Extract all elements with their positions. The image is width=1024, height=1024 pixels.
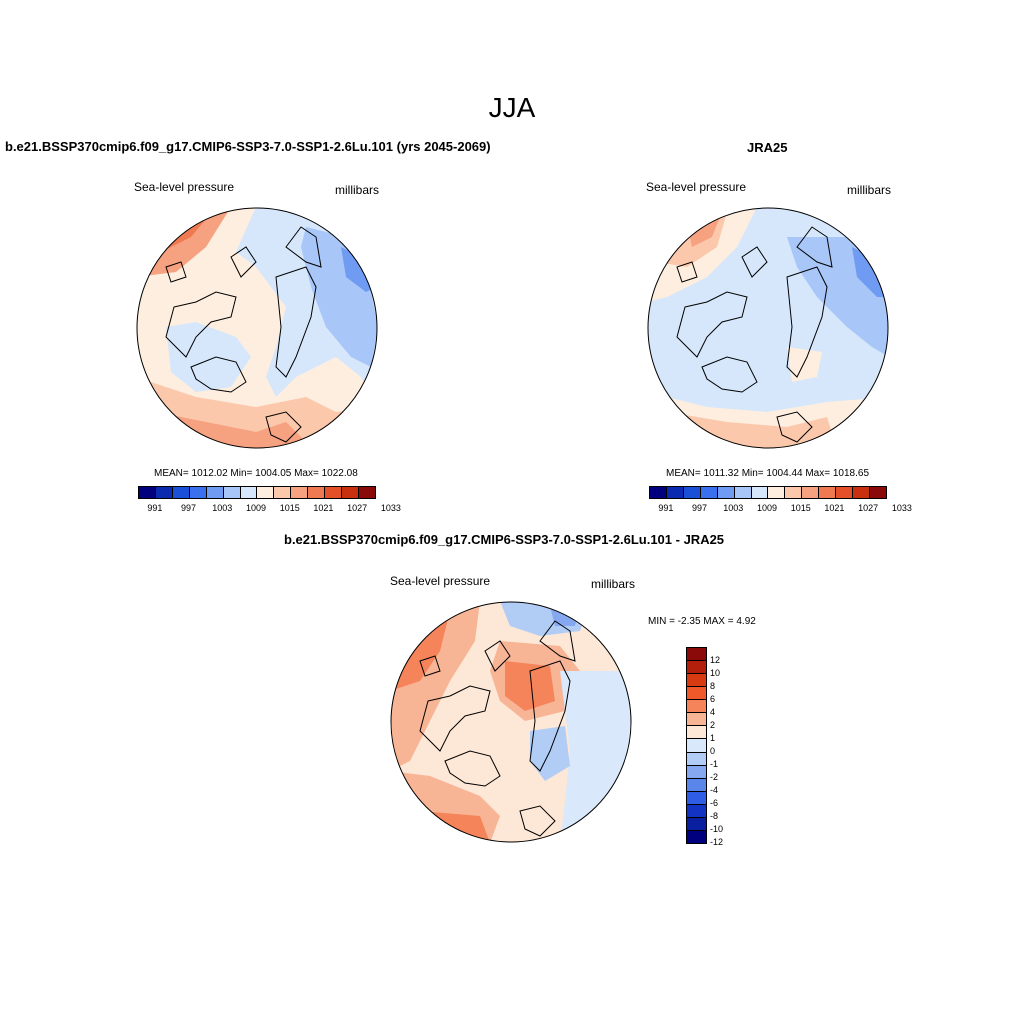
- colorbar-swatch: [687, 830, 706, 843]
- colorbar-tick-label: 1027: [347, 503, 368, 513]
- panel-diff-units-label: millibars: [591, 577, 636, 591]
- colorbar-tick-label: 1: [710, 733, 716, 743]
- colorbar-tick-label: 1021: [313, 503, 334, 513]
- colorbar-diff-ticks: 12 10 8 6 4 2 1 0 -1 -2 -4 -6 -8 -10 -12: [710, 647, 740, 847]
- colorbar-tick-label: 2: [710, 720, 716, 730]
- colorbar-swatch: [768, 487, 786, 498]
- panel-title-diff: b.e21.BSSP370cmip6.f09_g17.CMIP6-SSP3-7.…: [284, 532, 725, 547]
- colorbar-tick-label: 0: [710, 746, 716, 756]
- colorbar-swatch: [734, 487, 752, 498]
- colorbar-tick-label: -8: [710, 811, 719, 821]
- colorbar-tick-label: 1003: [212, 503, 233, 513]
- colorbar-swatch: [139, 487, 156, 498]
- panel-model-units-label: millibars: [335, 183, 380, 197]
- panel-diff-variable-label: Sea-level pressure: [390, 574, 491, 588]
- colorbar-tick-label: 4: [710, 707, 716, 717]
- map-model: [136, 207, 378, 449]
- colorbar-tick-label: 991: [147, 503, 163, 513]
- colorbar-tick-label: 1021: [824, 503, 845, 513]
- colorbar-swatch: [257, 487, 275, 498]
- colorbar-swatch: [291, 487, 309, 498]
- colorbar-obs: [649, 486, 887, 499]
- colorbar-tick-label: -6: [710, 798, 719, 808]
- colorbar-swatch: [274, 487, 292, 498]
- colorbar-tick-label: 1015: [279, 503, 300, 513]
- colorbar-swatch: [687, 726, 706, 740]
- colorbar-tick-label: 997: [181, 503, 197, 513]
- colorbar-swatch: [650, 487, 667, 498]
- panel-model-variable-label: Sea-level pressure: [134, 180, 235, 194]
- colorbar-swatch: [687, 791, 706, 805]
- colorbar-swatch: [687, 687, 706, 701]
- colorbar-swatch: [687, 648, 706, 662]
- colorbar-swatch: [206, 487, 224, 498]
- colorbar-swatch: [687, 661, 706, 675]
- panel-obs-stats: MEAN= 1011.32 Min= 1004.44 Max= 1018.65: [666, 468, 870, 479]
- colorbar-tick-label: 997: [692, 503, 708, 513]
- colorbar-tick-label: 1033: [891, 503, 912, 513]
- colorbar-swatch: [751, 487, 769, 498]
- colorbar-tick-label: 1003: [723, 503, 744, 513]
- colorbar-swatch: [717, 487, 735, 498]
- colorbar-swatch: [683, 487, 701, 498]
- colorbar-tick-label: -10: [710, 824, 724, 834]
- colorbar-swatch: [819, 487, 837, 498]
- colorbar-swatch: [223, 487, 241, 498]
- colorbar-swatch: [853, 487, 870, 498]
- panel-title-obs: JRA25: [747, 140, 788, 155]
- colorbar-tick-label: -12: [710, 837, 724, 847]
- colorbar-swatch: [700, 487, 718, 498]
- colorbar-tick-label: 1015: [790, 503, 811, 513]
- colorbar-swatch: [836, 487, 854, 498]
- colorbar-tick-label: 10: [710, 668, 721, 678]
- colorbar-swatch: [687, 713, 706, 727]
- colorbar-swatch: [687, 817, 706, 831]
- colorbar-swatch: [802, 487, 820, 498]
- figure-title: JJA: [488, 92, 536, 123]
- colorbar-tick-label: 1027: [858, 503, 879, 513]
- colorbar-tick-label: -1: [710, 759, 719, 769]
- colorbar-swatch: [325, 487, 343, 498]
- panel-model-stats: MEAN= 1012.02 Min= 1004.05 Max= 1022.08: [154, 468, 358, 479]
- colorbar-swatch: [687, 674, 706, 688]
- colorbar-swatch: [687, 804, 706, 818]
- colorbar-tick-label: -2: [710, 772, 719, 782]
- colorbar-swatch: [687, 765, 706, 779]
- colorbar-swatch: [666, 487, 684, 498]
- panel-title-model: b.e21.BSSP370cmip6.f09_g17.CMIP6-SSP3-7.…: [5, 139, 491, 154]
- colorbar-swatch: [155, 487, 173, 498]
- colorbar-swatch: [240, 487, 258, 498]
- colorbar-tick-label: 1033: [380, 503, 401, 513]
- colorbar-swatch: [869, 487, 886, 498]
- colorbar-tick-label: 6: [710, 694, 716, 704]
- colorbar-swatch: [358, 487, 375, 498]
- colorbar-tick-label: -4: [710, 785, 719, 795]
- colorbar-tick-label: 1009: [245, 503, 267, 513]
- colorbar-obs-ticks: 991 997 1003 1009 1015 1021 1027 1033: [649, 503, 912, 515]
- colorbar-tick-label: 991: [658, 503, 674, 513]
- map-diff: [390, 601, 632, 843]
- colorbar-swatch: [308, 487, 326, 498]
- colorbar-swatch: [172, 487, 190, 498]
- colorbar-model: [138, 486, 376, 499]
- colorbar-tick-label: 1009: [756, 503, 778, 513]
- colorbar-model-ticks: 991 997 1003 1009 1015 1021 1027 1033: [138, 503, 401, 515]
- colorbar-swatch: [687, 752, 706, 766]
- map-obs: [647, 207, 889, 449]
- panel-diff-stats: MIN = -2.35 MAX = 4.92: [648, 616, 756, 627]
- colorbar-swatch: [687, 700, 706, 714]
- colorbar-swatch: [785, 487, 803, 498]
- panel-obs-units-label: millibars: [847, 183, 892, 197]
- colorbar-swatch: [687, 778, 706, 792]
- colorbar-diff: [686, 647, 707, 844]
- colorbar-tick-label: 12: [710, 655, 721, 665]
- colorbar-tick-label: 8: [710, 681, 716, 691]
- panel-obs-variable-label: Sea-level pressure: [646, 180, 747, 194]
- colorbar-swatch: [189, 487, 207, 498]
- colorbar-swatch: [342, 487, 359, 498]
- colorbar-swatch: [687, 739, 706, 753]
